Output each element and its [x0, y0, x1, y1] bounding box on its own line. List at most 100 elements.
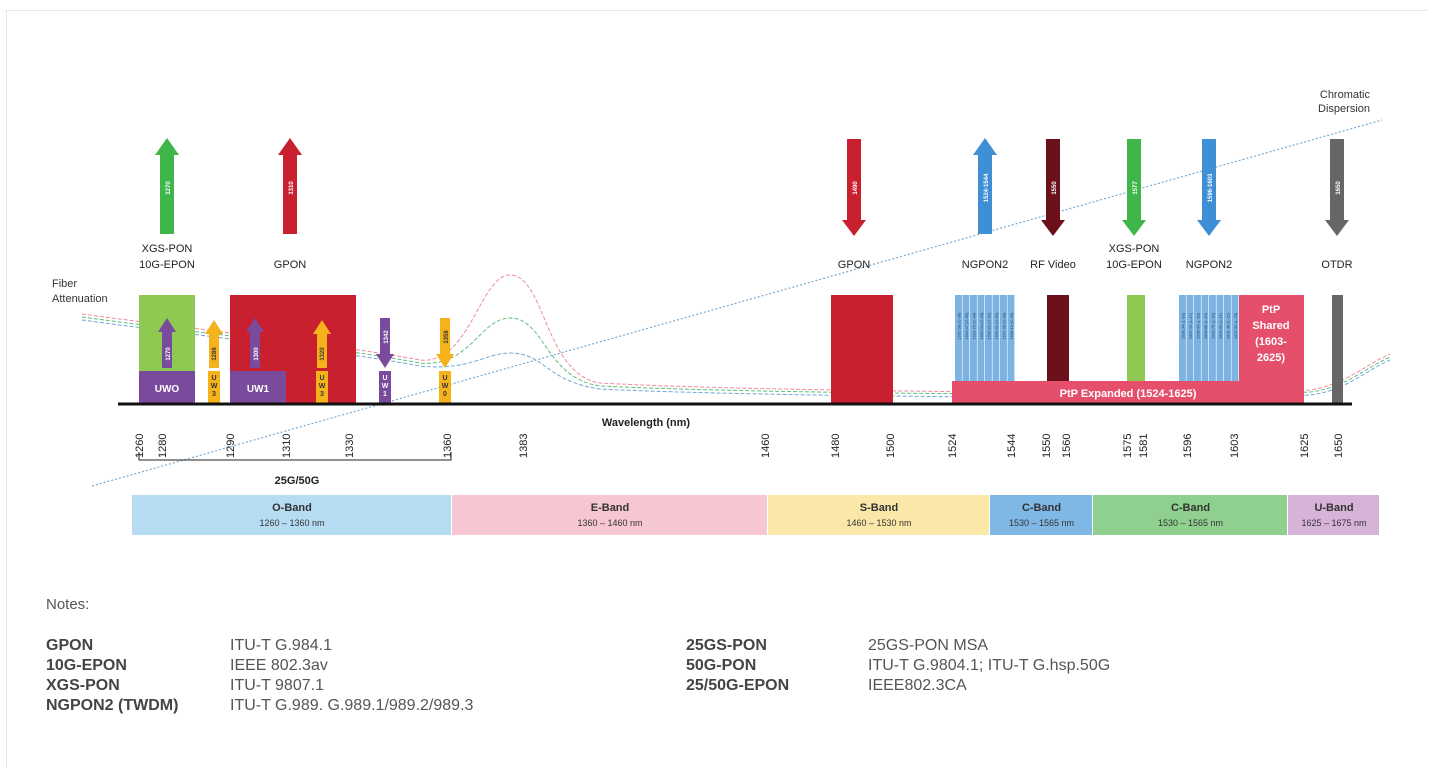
note-value: ITU-T G.989. G.989.1/989.2/989.3 [230, 697, 474, 714]
ngpon2-down-channel-label-0: 1596.34 (L-16) [1180, 312, 1185, 339]
chromatic-dispersion-line [91, 119, 1383, 487]
tick-label-1290: 1290 [225, 434, 237, 458]
band-range-1: 1360 – 1460 nm [577, 518, 642, 528]
tick-label-1500: 1500 [885, 434, 897, 458]
top-arrow-label-1596-1603: NGPON2 [1186, 259, 1232, 271]
diagram-frame [6, 10, 1428, 768]
notes-title: Notes: [46, 596, 90, 613]
top-arrow-label-1270-1: XGS-PON [142, 243, 193, 255]
tick-label-1581: 1581 [1138, 434, 1150, 458]
top-arrow-label-1577-2: 10G-EPON [1106, 259, 1162, 271]
band-0: O-Band 1260 – 1360 nm [132, 495, 451, 535]
top-arrow-value-1310: 1310 [289, 181, 295, 195]
small-arrow-1358-label: 1358 [444, 330, 450, 344]
band-name-0: O-Band [272, 502, 312, 514]
ngpon2-down-channel-label-4: 1599.75 (L-20) [1210, 312, 1215, 339]
ptp-expanded-bar [952, 381, 1304, 404]
note-value: ITU-T 9807.1 [230, 677, 324, 694]
ngpon2-down-channel-label-7: 1602.31 (L-23) [1233, 312, 1238, 339]
ngpon2-up-channel-label-6: 1537.40 (C-30) [1001, 312, 1006, 340]
note-key: GPON [46, 637, 94, 654]
top-arrow-1596-1603: 1596-1603 NGPON2 [1186, 139, 1232, 271]
band-name-3: C-Band [1022, 502, 1061, 514]
note-key: 50G-PON [686, 657, 757, 674]
tick-label-1330: 1330 [344, 434, 356, 458]
ngpon2-up-channel-label-3: 1535.04 (C-33) [979, 312, 984, 340]
small-arrow-1300: 1300 [246, 318, 264, 368]
tick-label-1625: 1625 [1299, 434, 1311, 458]
band-range-2: 1460 – 1530 nm [846, 518, 911, 528]
top-arrow-1490: 1490 GPON [838, 139, 870, 271]
uwo-block [139, 371, 195, 404]
small-arrow-1342: 1342 [376, 318, 394, 368]
top-arrow-label-1310: GPON [274, 259, 306, 271]
note-key: 10G-EPON [46, 657, 127, 674]
ptp-expanded-label: PtP Expanded (1524-1625) [1060, 388, 1197, 400]
ngpon2-down-channel-label-6: 1601.46 (L-22) [1225, 312, 1230, 339]
band-bar: O-Band 1260 – 1360 nm E-Band 1360 – 1460 nm… [132, 495, 1379, 535]
small-arrow-1342-label: 1342 [384, 330, 390, 344]
small-arrow-1358: 1358 [436, 318, 454, 368]
top-arrow-1550: 1550 RF Video [1030, 139, 1076, 271]
band-name-2: S-Band [860, 502, 899, 514]
band-range-4: 1530 – 1565 nm [1158, 518, 1223, 528]
ngpon2-up-channel-3 [977, 295, 985, 381]
ngpon2-up-channel-label-2: 1534.25 (C-34) [971, 312, 976, 340]
ngpon2-up-channel-5 [992, 295, 1000, 381]
note-value: ITU-T G.9804.1; ITU-T G.hsp.50G [868, 657, 1111, 674]
band-4: C-Band 1530 – 1565 nm [1093, 495, 1287, 535]
uwo-label: UWO [155, 384, 180, 395]
ngpon2-down-channel-label-2: 1598.04 (L-18) [1195, 312, 1200, 339]
band-range-5: 1625 – 1675 nm [1301, 518, 1366, 528]
ptp-shared-block [1239, 295, 1304, 381]
top-arrow-label-1577-1: XGS-PON [1109, 243, 1160, 255]
note-key: 25/50G-EPON [686, 677, 790, 694]
tick-label-1260: 1260 [134, 434, 146, 458]
tick-label-1280: 1280 [157, 434, 169, 458]
ngpon2-up-channel-2 [970, 295, 977, 381]
ngpon2-down-channel-6 [1224, 295, 1231, 381]
top-arrow-value-1524-1544: 1524-1544 [984, 173, 990, 202]
tick-label-1544: 1544 [1006, 434, 1018, 458]
top-arrow-label-1270-2: 10G-EPON [139, 259, 195, 271]
ptp-shared-label-1: PtP [1262, 304, 1280, 316]
top-arrow-value-1550: 1550 [1052, 181, 1058, 195]
ngpon2-up-channel-6 [1000, 295, 1007, 381]
ngpon2-down-channel-label-3: 1598.89 (L-19) [1203, 312, 1208, 339]
small-arrow-1300-label: 1300 [254, 347, 260, 361]
small-arrow-1270-label: 1270 [166, 347, 172, 361]
note-value: ITU-T G.984.1 [230, 637, 332, 654]
uw3-window-a [208, 371, 220, 404]
note-value: IEEE802.3CA [868, 677, 967, 694]
tick-label-1480: 1480 [830, 434, 842, 458]
tick-label-1603: 1603 [1229, 434, 1241, 458]
note-key: 25GS-PON [686, 637, 767, 654]
xgs-pon-downstream-block [1127, 295, 1145, 381]
chromatic-label-1: Chromatic [1320, 89, 1371, 101]
top-arrow-1524-1544: 1524-1544 NGPON2 [962, 138, 1008, 271]
ngpon2-down-channel-4 [1209, 295, 1216, 381]
tick-label-1383: 1383 [518, 434, 530, 458]
ngpon2-down-channel-3 [1201, 295, 1209, 381]
top-arrow-1310: 1310 GPON [274, 138, 306, 271]
tick-label-1460: 1460 [760, 434, 772, 458]
top-arrow-1270: 1270 XGS-PON 10G-EPON [139, 138, 195, 271]
tick-label-1560: 1560 [1061, 434, 1073, 458]
ptp-shared-label-4: 2625) [1257, 352, 1285, 364]
note-value: IEEE 802.3av [230, 657, 328, 674]
range-label: 25G/50G [275, 475, 320, 487]
otdr-block [1332, 295, 1343, 404]
top-arrow-value-1596-1603: 1596-1603 [1208, 173, 1214, 202]
small-arrow-1320-label: 1320 [320, 347, 326, 361]
uw1-label: UW1 [247, 384, 270, 395]
small-arrow-1286-label: 1286 [212, 347, 218, 361]
tick-label-1596: 1596 [1182, 434, 1194, 458]
wavelength-diagram: Chromatic Dispersion Fiber Attenuation U… [52, 89, 1391, 535]
range-bracket [138, 452, 452, 461]
top-arrow-label-1490: GPON [838, 259, 870, 271]
band-1: E-Band 1360 – 1460 nm [452, 495, 767, 535]
ngpon2-down-channel-0 [1179, 295, 1186, 381]
ngpon2-down-channel-2 [1194, 295, 1201, 381]
band-range-3: 1530 – 1565 nm [1009, 518, 1074, 528]
band-name-1: E-Band [591, 502, 630, 514]
